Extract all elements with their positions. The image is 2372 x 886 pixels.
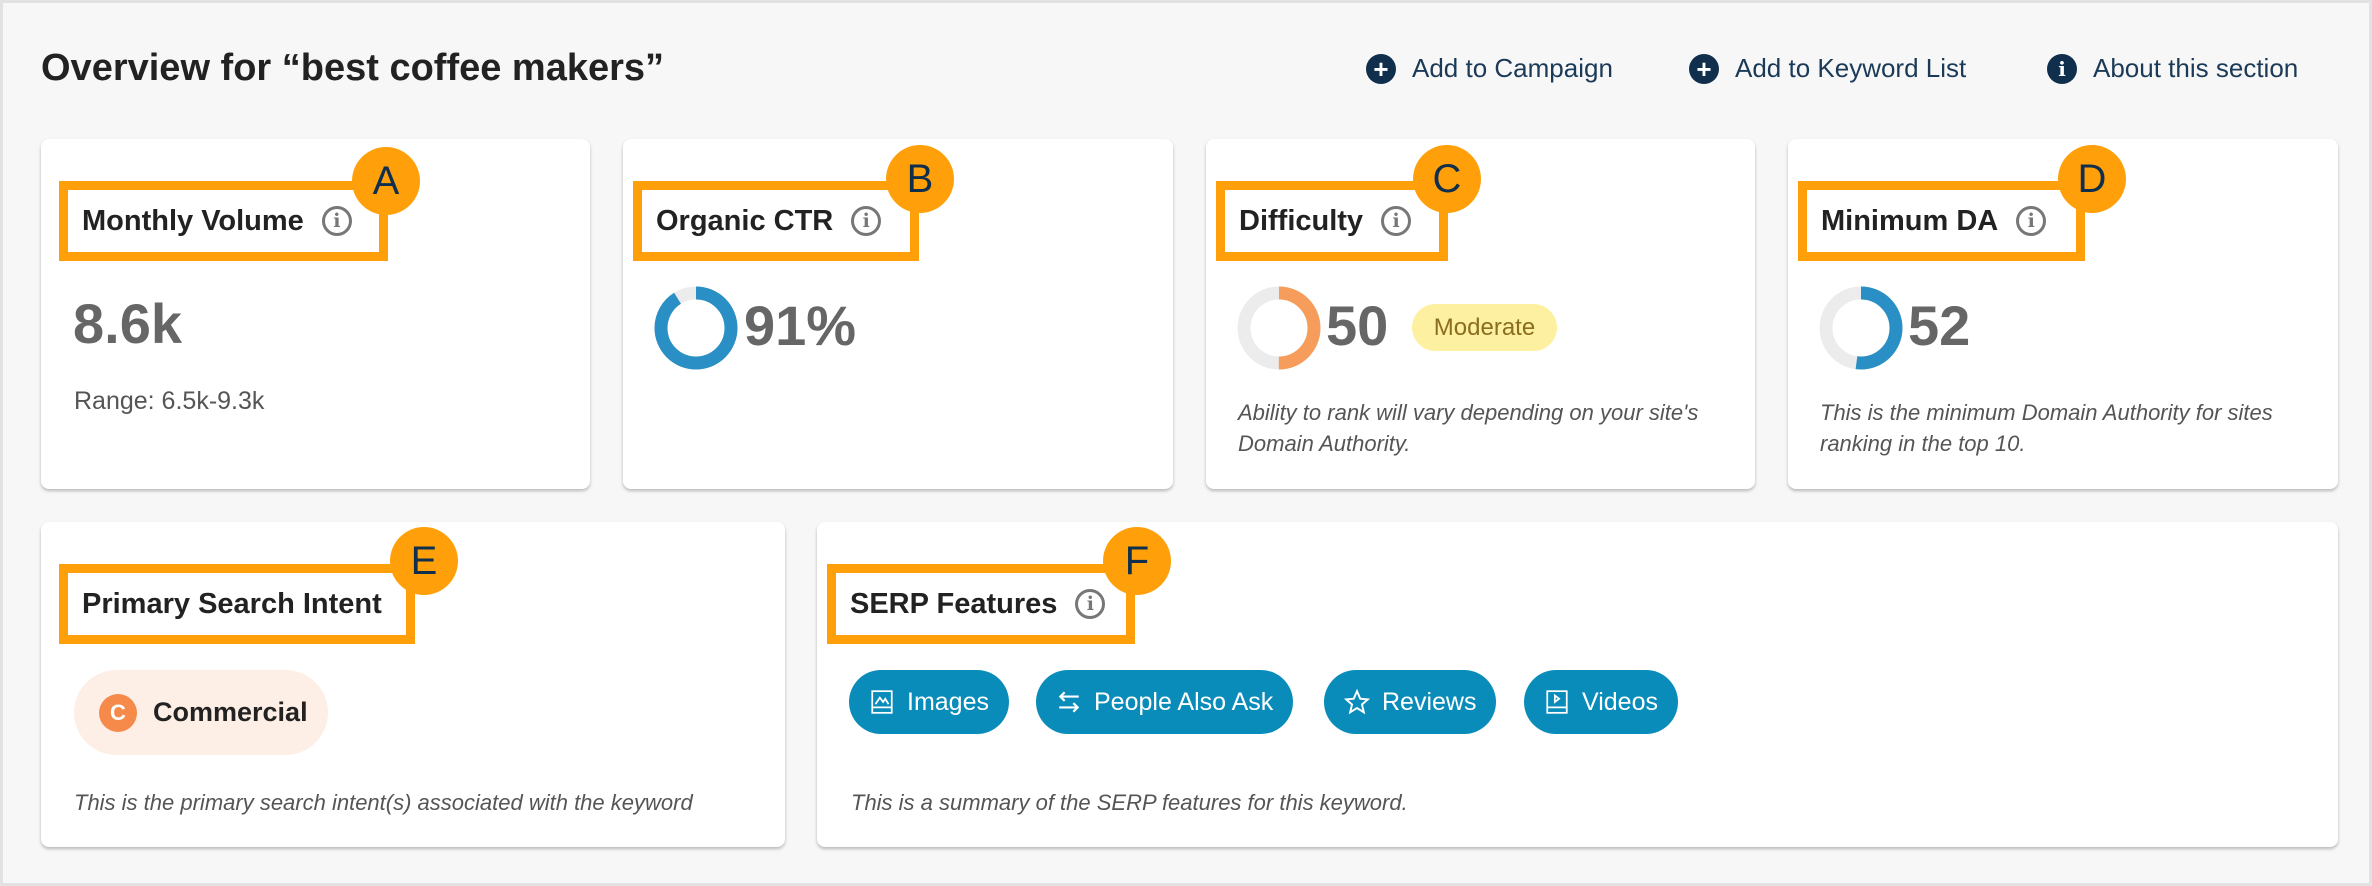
- annotation-badge: C: [1413, 145, 1481, 213]
- commercial-intent-icon: C: [99, 693, 137, 732]
- serp-chip-people-also-ask[interactable]: People Also Ask: [1036, 670, 1294, 734]
- label-text: Minimum DA: [1821, 204, 1999, 237]
- add-to-campaign-button[interactable]: + Add to Campaign: [1366, 53, 1613, 84]
- minimum-da-value: 52: [1908, 294, 1971, 357]
- image-icon: [871, 690, 893, 714]
- label-text: Organic CTR: [656, 204, 834, 237]
- label-text: Difficulty: [1239, 204, 1364, 237]
- search-intent-description: This is the primary search intent(s) ass…: [74, 790, 693, 815]
- monthly-volume-label: Monthly Volume i: [59, 181, 388, 261]
- serp-features-label: SERP Features i: [827, 564, 1135, 644]
- difficulty-value: 50: [1326, 294, 1389, 357]
- chip-label: Reviews: [1382, 687, 1477, 716]
- info-icon[interactable]: i: [2016, 206, 2047, 236]
- label-text: SERP Features: [850, 587, 1058, 620]
- donut-value-arc: [1819, 286, 1903, 370]
- annotation-badge: E: [390, 527, 458, 595]
- difficulty-donut-chart: [1237, 286, 1321, 370]
- chip-label: Images: [907, 687, 989, 716]
- page-title: Overview for “best coffee makers”: [41, 47, 665, 89]
- info-icon[interactable]: i: [1381, 206, 1412, 236]
- search-intent-label: Primary Search Intent: [59, 564, 415, 644]
- minimum-da-description: This is the minimum Domain Authority for…: [1820, 400, 2273, 456]
- annotation-badge: F: [1103, 527, 1171, 595]
- difficulty-description: Ability to rank will vary depending on y…: [1238, 400, 1699, 456]
- serp-chip-videos[interactable]: Videos: [1524, 670, 1678, 734]
- difficulty-level-badge: Moderate: [1412, 304, 1557, 351]
- minimum-da-donut-chart: [1819, 286, 1903, 370]
- difficulty-label: Difficulty i: [1216, 181, 1448, 261]
- donut-value-arc: [1237, 286, 1321, 370]
- chip-label: Videos: [1582, 687, 1658, 716]
- about-section-button[interactable]: i About this section: [2047, 53, 2298, 84]
- swap-arrows-icon: [1058, 691, 1080, 713]
- annotation-badge: A: [352, 147, 420, 215]
- action-label: Add to Campaign: [1412, 53, 1613, 83]
- chip-label: People Also Ask: [1094, 687, 1274, 716]
- ctr-donut-chart: [654, 286, 738, 370]
- label-text: Monthly Volume: [82, 204, 304, 237]
- volume-range: Range: 6.5k-9.3k: [74, 387, 265, 415]
- monthly-volume-value: 8.6k: [73, 292, 182, 355]
- organic-ctr-value: 91%: [744, 294, 857, 357]
- monthly-volume-card: [41, 139, 590, 489]
- plus-circle-icon: +: [1689, 53, 1719, 84]
- serp-chip-images[interactable]: Images: [849, 670, 1009, 734]
- action-label: About this section: [2093, 53, 2299, 83]
- intent-label: Commercial: [153, 697, 308, 727]
- video-icon: [1546, 690, 1568, 714]
- commercial-intent-pill: C Commercial: [74, 670, 328, 755]
- add-to-keyword-list-button[interactable]: + Add to Keyword List: [1689, 53, 1966, 84]
- info-circle-icon: i: [2047, 53, 2077, 84]
- plus-circle-icon: +: [1366, 53, 1396, 84]
- info-icon[interactable]: i: [321, 206, 352, 236]
- donut-value-arc: [654, 286, 738, 370]
- serp-features-description: This is a summary of the SERP features f…: [851, 790, 1408, 815]
- label-text: Primary Search Intent: [82, 587, 382, 620]
- star-icon: [1344, 689, 1370, 715]
- annotation-badge: B: [886, 145, 954, 213]
- info-icon[interactable]: i: [1075, 589, 1106, 619]
- annotation-badge: D: [2058, 145, 2126, 213]
- organic-ctr-label: Organic CTR i: [633, 181, 919, 261]
- info-icon[interactable]: i: [851, 206, 882, 236]
- serp-chip-reviews[interactable]: Reviews: [1324, 670, 1497, 734]
- minimum-da-label: Minimum DA i: [1798, 181, 2085, 261]
- action-label: Add to Keyword List: [1735, 53, 1967, 83]
